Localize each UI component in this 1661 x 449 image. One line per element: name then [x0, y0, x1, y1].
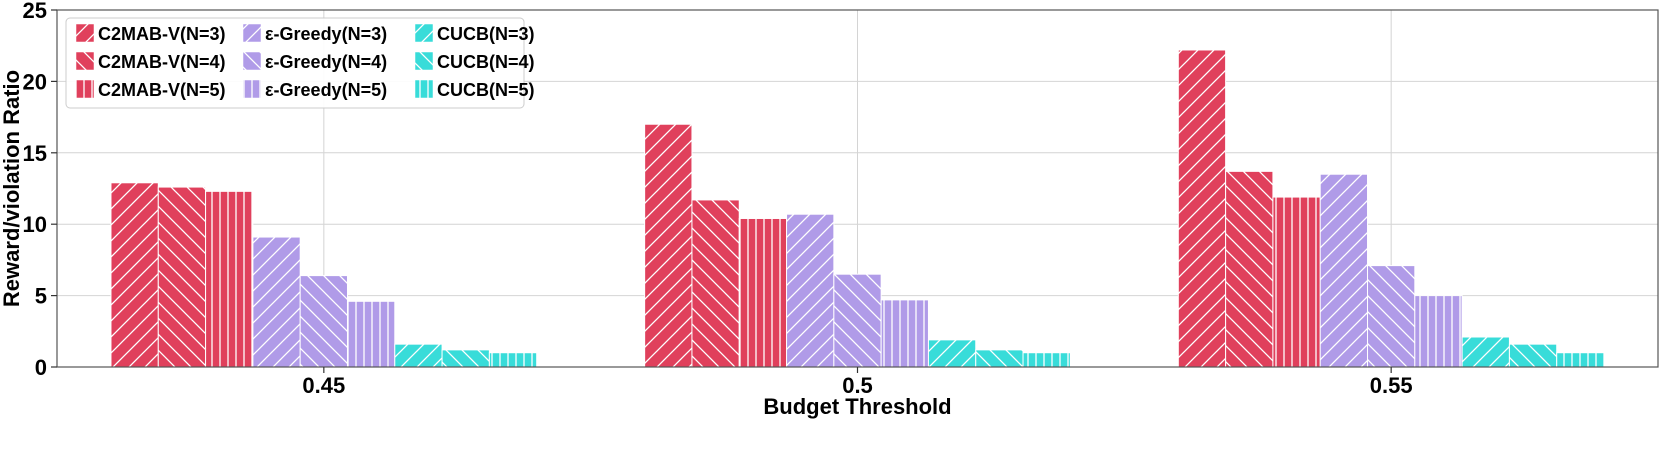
legend-box — [65, 17, 525, 109]
bar — [691, 199, 740, 368]
bar — [157, 186, 207, 368]
y-tick-label: 15 — [23, 141, 47, 166]
legend-label: ε-Greedy(N=3) — [265, 24, 387, 44]
bar — [738, 217, 788, 368]
x-tick-label: 0.45 — [302, 373, 345, 398]
legend-swatch — [414, 51, 434, 71]
legend-swatch — [414, 23, 434, 43]
bar — [1225, 170, 1274, 368]
y-tick-label: 0 — [35, 355, 47, 380]
bar — [927, 339, 977, 368]
bar — [1272, 196, 1321, 368]
legend-label: CUCB(N=4) — [437, 52, 535, 72]
legend-item: C2MAB-V(N=3) — [75, 23, 226, 44]
legend-item: CUCB(N=4) — [414, 51, 535, 72]
bar — [1177, 49, 1227, 368]
legend-label: ε-Greedy(N=4) — [265, 52, 387, 72]
bar — [252, 236, 301, 368]
bar — [1367, 265, 1416, 368]
legend-label: ε-Greedy(N=5) — [265, 80, 387, 100]
bar — [110, 182, 159, 368]
bar — [975, 349, 1024, 368]
legend-label: C2MAB-V(N=3) — [98, 24, 226, 44]
legend-item: ε-Greedy(N=4) — [242, 51, 387, 72]
bar — [346, 300, 396, 368]
legend-label: CUCB(N=5) — [437, 80, 535, 100]
legend-item: C2MAB-V(N=5) — [75, 79, 226, 100]
bar — [299, 275, 348, 368]
y-tick-label: 5 — [35, 284, 47, 309]
legend-item: CUCB(N=5) — [414, 79, 535, 100]
y-tick-label: 25 — [23, 0, 47, 23]
bar — [644, 123, 693, 368]
bar — [1508, 343, 1558, 368]
bar — [1414, 295, 1463, 368]
x-axis-label: Budget Threshold — [763, 394, 951, 419]
bar — [1022, 352, 1071, 368]
y-tick-label: 20 — [23, 69, 47, 94]
bar — [394, 343, 443, 368]
legend-swatch — [75, 79, 95, 99]
y-tick-label: 10 — [23, 212, 47, 237]
bar — [205, 190, 254, 368]
legend-item: ε-Greedy(N=5) — [242, 79, 387, 100]
legend-item: CUCB(N=3) — [414, 23, 535, 44]
bar — [441, 349, 490, 368]
legend-swatch — [242, 51, 262, 71]
legend-label: CUCB(N=3) — [437, 24, 535, 44]
bar — [786, 213, 835, 368]
legend-swatch — [75, 51, 95, 71]
bar — [1461, 336, 1510, 368]
legend-label: C2MAB-V(N=5) — [98, 80, 226, 100]
x-tick-label: 0.55 — [1370, 373, 1413, 398]
bars — [110, 49, 1605, 368]
bar — [1319, 173, 1369, 368]
bar — [833, 273, 882, 368]
legend-item: ε-Greedy(N=3) — [242, 23, 387, 44]
legend-label: C2MAB-V(N=4) — [98, 52, 226, 72]
legend-swatch — [242, 23, 262, 43]
x-tick-label: 0.5 — [842, 373, 873, 398]
legend: C2MAB-V(N=3) C2MAB-V(N=4) C2MAB-V(N=5) ε-Gr… — [65, 17, 535, 109]
legend-swatch — [75, 23, 95, 43]
legend-item: C2MAB-V(N=4) — [75, 51, 226, 72]
legend-swatch — [242, 79, 262, 99]
bar — [1556, 352, 1605, 368]
legend-swatch — [414, 79, 434, 99]
y-axis-label: Reward/violation Ratio — [0, 70, 24, 307]
bar — [488, 352, 538, 368]
bar — [880, 299, 929, 368]
